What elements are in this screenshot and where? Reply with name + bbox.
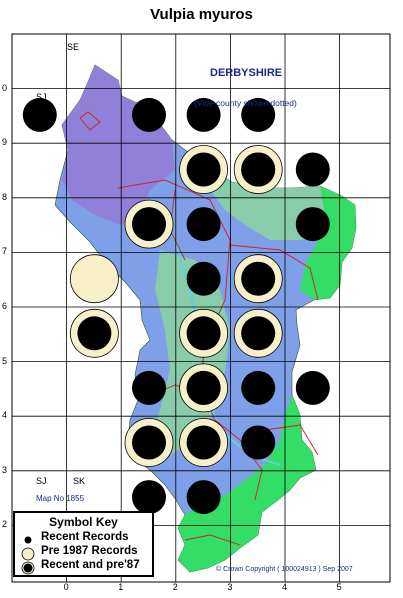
y-tick-label: 4 (2, 410, 8, 421)
y-tick-label: 9 (2, 137, 8, 148)
y-tick-label: 2 (2, 519, 8, 530)
grid-lines (12, 34, 390, 582)
x-tick-label: 2 (172, 582, 178, 592)
y-tick-label: 3 (2, 464, 8, 475)
county-note: (Vice-county shown dotted) (194, 98, 297, 108)
recent-record-dot (132, 370, 166, 405)
record-dots (22, 97, 330, 515)
combined-record-dot (241, 316, 276, 351)
x-tick-label: 4 (282, 582, 288, 592)
symbol-key: Symbol Key Recent Records Pre 1987 Recor… (13, 511, 154, 577)
county-name: DERBYSHIRE (210, 67, 283, 79)
key-title: Symbol Key (49, 515, 118, 529)
grid-label-sj-bottom: SJ (36, 476, 47, 486)
combined-record-dot (186, 152, 221, 187)
key-both-label: Recent and pre'87 (41, 559, 140, 571)
pre1987-record-dot (70, 254, 119, 304)
y-tick-label: 0 (2, 82, 8, 93)
recent-record-dot (186, 370, 221, 405)
recent-record-dot (186, 97, 221, 132)
county-peak-ground (62, 65, 175, 225)
map-title: Vulpia myuros (150, 6, 253, 23)
combined-record-dot (186, 316, 221, 351)
grid-label-se: SE (67, 42, 80, 52)
key-pre1987-icon (21, 547, 35, 561)
key-pre1987-label: Pre 1987 Records (41, 545, 138, 557)
recent-record-dot (132, 480, 166, 515)
key-recent-icon (24, 536, 32, 544)
map-frame (11, 33, 391, 583)
county-low-ground-east (300, 186, 356, 300)
y-tick-label: 7 (2, 246, 8, 257)
combined-record-dot (186, 425, 221, 460)
map-number: Map No 1855 (36, 494, 85, 503)
recent-record-dot (295, 152, 330, 187)
recent-record-dot (241, 425, 276, 460)
recent-record-dot (22, 97, 57, 132)
y-tick-label: 6 (2, 301, 8, 311)
x-tick-label: 5 (336, 582, 342, 592)
recent-record-dot (295, 207, 330, 242)
x-tick-label: 3 (227, 582, 233, 592)
recent-record-dot (295, 370, 330, 405)
key-both-icon (21, 561, 35, 575)
recent-record-dot (132, 97, 166, 132)
copyright-notice: © Crown Copyright ( 100024913 ) Sep 2007 (216, 566, 353, 573)
key-recent-label: Recent Records (41, 531, 129, 543)
recent-record-dot (241, 152, 276, 187)
grid-label-sj-top: SJ (36, 92, 47, 102)
x-tick-label: 1 (118, 582, 124, 592)
combined-record-dot (77, 316, 112, 351)
y-tick-label: 5 (2, 355, 8, 366)
x-tick-label: 0 (63, 582, 69, 592)
recent-record-dot (186, 480, 221, 515)
y-tick-label: 8 (2, 191, 8, 202)
combined-record-dot (132, 207, 166, 242)
county-low-ground-south (178, 395, 316, 572)
recent-record-dot (186, 261, 221, 296)
recent-record-dot (186, 207, 221, 242)
recent-record-dot (241, 370, 276, 405)
grid-label-sk: SK (73, 476, 86, 486)
recent-record-dot (241, 97, 276, 132)
combined-record-dot (132, 425, 166, 460)
combined-record-dot (241, 261, 276, 296)
